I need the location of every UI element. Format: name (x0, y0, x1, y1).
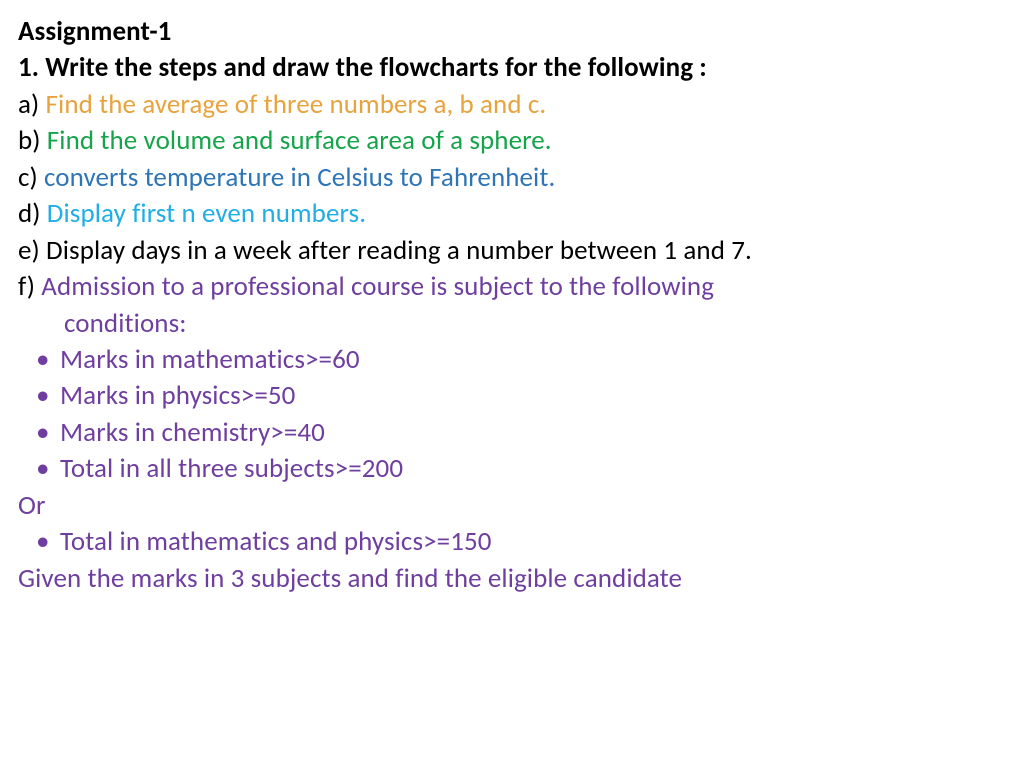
item-b-label: b) (18, 124, 47, 157)
item-d: d) Display first n even numbers. (18, 196, 1006, 232)
or-text: Or (18, 488, 1006, 524)
item-c: c) converts temperature in Celsius to Fa… (18, 160, 1006, 196)
item-b-text: Find the volume and surface area of a sp… (47, 124, 552, 157)
assignment-title: Assignment-1 (18, 14, 1006, 50)
item-f-text2: conditions: (64, 307, 187, 340)
item-c-label: c) (18, 161, 44, 194)
item-e: e) Display days in a week after reading … (18, 233, 1006, 269)
item-b: b) Find the volume and surface area of a… (18, 123, 1006, 159)
item-f-line2: conditions: (18, 306, 1006, 342)
item-e-text: Display days in a week after reading a n… (46, 234, 752, 267)
item-c-text: converts temperature in Celsius to Fahre… (44, 161, 555, 194)
item-e-label: e) (18, 234, 46, 267)
item-d-label: d) (18, 197, 47, 230)
item-f-line1: f) Admission to a professional course is… (18, 269, 1006, 305)
item-f-label: f) (18, 270, 41, 303)
bullet-3: Marks in chemistry>=40 (18, 415, 1006, 451)
item-a-label: a) (18, 88, 46, 121)
item-d-text: Display first n even numbers. (47, 197, 366, 230)
bullet-5: Total in mathematics and physics>=150 (18, 524, 1006, 560)
item-a-text: Find the average of three numbers a, b a… (46, 88, 547, 121)
bullet-4: Total in all three subjects>=200 (18, 451, 1006, 487)
question-text: 1. Write the steps and draw the flowchar… (18, 50, 1006, 86)
closing-text: Given the marks in 3 subjects and find t… (18, 561, 1006, 597)
bullet-1: Marks in mathematics>=60 (18, 342, 1006, 378)
item-a: a) Find the average of three numbers a, … (18, 87, 1006, 123)
item-f-text1: Admission to a professional course is su… (41, 270, 714, 303)
bullet-2: Marks in physics>=50 (18, 378, 1006, 414)
